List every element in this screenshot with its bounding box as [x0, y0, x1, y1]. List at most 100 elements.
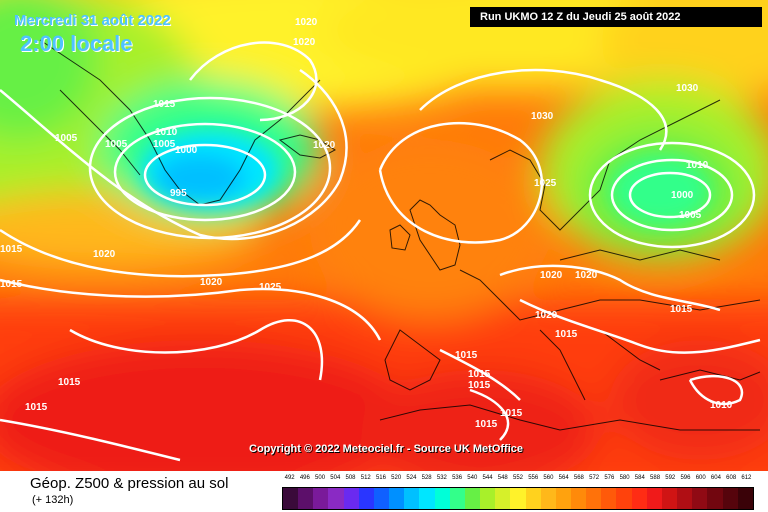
color-scale-tick: 556 — [528, 475, 539, 481]
isobar-label: 1020 — [313, 140, 336, 151]
isobar-label: 1015 — [25, 402, 48, 413]
isobars — [0, 41, 761, 462]
isobar-label: 1025 — [259, 282, 282, 293]
color-scale-tick: 592 — [665, 475, 676, 481]
color-scale-tick: 508 — [345, 475, 356, 481]
isobar-label: 1020 — [293, 37, 316, 48]
color-scale-tick: 516 — [375, 475, 386, 481]
color-scale-cell — [510, 488, 526, 509]
isobar-label: 1015 — [500, 408, 523, 419]
weather-map: 1020 1020 1015 1010 1005 1005 1005 1000 … — [0, 0, 768, 471]
isobar-label: 1025 — [534, 178, 557, 189]
coastlines — [39, 39, 761, 431]
isobar-label: 1030 — [676, 83, 699, 94]
color-scale-cell — [646, 488, 662, 509]
isobar-label: 1020 — [295, 17, 318, 28]
isobar-label: 1015 — [468, 369, 491, 380]
legend-title: Géop. Z500 & pression au sol — [30, 475, 229, 492]
color-scale-labels: 492 496 500 504 508 512 516 520 524 528 532 536 540 5… — [282, 475, 754, 487]
isobar-label: 1015 — [670, 304, 693, 315]
color-scale-cell — [586, 488, 602, 509]
color-scale-cell — [661, 488, 678, 509]
isobar-label: 1015 — [475, 419, 498, 430]
isobar-labels: 1020 1020 1015 1010 1005 1005 1005 1000 … — [0, 17, 733, 430]
isobar-label: 1015 — [0, 244, 23, 255]
color-scale-tick: 564 — [558, 475, 569, 481]
legend-panel: Géop. Z500 & pression au sol (+ 132h) 49… — [0, 471, 768, 512]
color-scale-tick: 600 — [695, 475, 706, 481]
color-scale-cell — [464, 488, 481, 509]
color-scale-cell — [601, 488, 617, 509]
color-scale-tick: 528 — [421, 475, 432, 481]
color-scale-tick: 560 — [543, 475, 554, 481]
color-scale-cell — [434, 488, 450, 509]
color-scale-cell — [449, 488, 465, 509]
copyright-notice: Copyright © 2022 Meteociel.fr - Source U… — [249, 443, 523, 455]
forecast-local-time: 2:00 locale — [20, 31, 133, 56]
run-info: Run UKMO 12 Z du Jeudi 25 août 2022 — [470, 7, 762, 27]
color-scale-tick: 576 — [604, 475, 615, 481]
isobar-label: 1015 — [153, 99, 176, 110]
color-scale-tick: 548 — [497, 475, 508, 481]
color-scale-tick: 496 — [299, 475, 310, 481]
color-scale-cell — [358, 488, 374, 509]
color-scale-tick: 568 — [573, 475, 584, 481]
color-scale-cell — [555, 488, 571, 509]
color-scale-bar — [282, 487, 754, 510]
isobar-label: 1010 — [686, 160, 709, 171]
color-scale-tick: 544 — [482, 475, 493, 481]
isobar-label: 1010 — [155, 127, 178, 138]
color-scale-tick: 540 — [467, 475, 478, 481]
forecast-date: Mercredi 31 août 2022 — [14, 12, 171, 29]
isobar-label: 1020 — [200, 277, 223, 288]
color-scale-tick: 608 — [726, 475, 737, 481]
isobar-label: 1005 — [679, 210, 702, 221]
color-scale-tick: 604 — [710, 475, 721, 481]
color-scale-tick: 588 — [650, 475, 661, 481]
color-scale-tick: 596 — [680, 475, 691, 481]
isobar-label: 1000 — [671, 190, 694, 201]
color-scale-tick: 492 — [284, 475, 295, 481]
color-scale-cell — [343, 488, 359, 509]
color-scale-cell — [692, 488, 708, 509]
color-scale-tick: 584 — [634, 475, 645, 481]
color-scale-tick: 520 — [391, 475, 402, 481]
color-scale-cell — [373, 488, 390, 509]
color-scale-tick: 612 — [741, 475, 752, 481]
color-scale-cell — [616, 488, 632, 509]
color-scale-tick: 580 — [619, 475, 630, 481]
isobar-label: 1005 — [105, 139, 128, 150]
isobar-label: 995 — [170, 188, 187, 199]
color-scale-cell — [328, 488, 344, 509]
color-scale-tick: 532 — [436, 475, 447, 481]
color-scale-tick: 500 — [315, 475, 326, 481]
color-scale-cell — [313, 488, 329, 509]
isobar-label: 1010 — [710, 400, 733, 411]
isobar-label: 1005 — [55, 133, 78, 144]
color-scale-cell — [404, 488, 420, 509]
isobar-label: 1015 — [468, 380, 491, 391]
color-scale-cell — [737, 488, 753, 509]
isobar-label: 1015 — [555, 329, 578, 340]
isobar-label: 1015 — [58, 377, 81, 388]
color-scale-cell — [419, 488, 435, 509]
color-scale-cell — [480, 488, 496, 509]
color-scale-tick: 536 — [452, 475, 463, 481]
color-scale-cell — [722, 488, 738, 509]
color-scale-cell — [298, 488, 314, 509]
isobar-label: 1000 — [175, 145, 198, 156]
map-canvas: 1020 1020 1015 1010 1005 1005 1005 1000 … — [0, 0, 768, 471]
color-scale-cell — [389, 488, 405, 509]
isobar-label: 1030 — [531, 111, 554, 122]
color-scale-cell — [631, 488, 647, 509]
isobar-label: 1015 — [0, 279, 23, 290]
isobar-label: 1020 — [575, 270, 598, 281]
color-scale-tick: 552 — [512, 475, 524, 481]
isobar-label: 1020 — [535, 310, 558, 321]
color-scale-cell — [495, 488, 511, 509]
geopotential-field — [0, 0, 768, 471]
color-scale-cell — [525, 488, 541, 509]
isobar-label: 1015 — [455, 350, 478, 361]
color-scale-cell — [570, 488, 587, 509]
color-scale-tick: 512 — [360, 475, 371, 481]
